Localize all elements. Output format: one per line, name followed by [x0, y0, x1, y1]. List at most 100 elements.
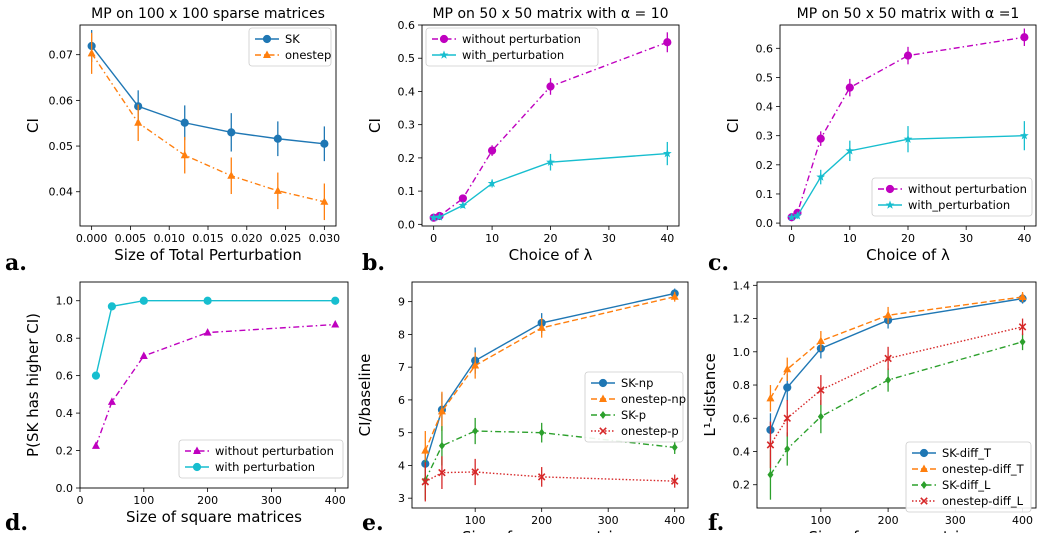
- data-point: [487, 146, 497, 155]
- x-tick-label: 0: [77, 494, 84, 507]
- data-point: [817, 412, 824, 421]
- y-tick-label: 0.0: [398, 218, 416, 231]
- x-axis-label: Choice of λ: [509, 246, 593, 264]
- data-point: [546, 157, 555, 166]
- data-point: [1019, 131, 1029, 140]
- legend-label: with_perturbation: [908, 198, 1010, 212]
- series-line: [433, 41, 668, 219]
- data-point: [884, 354, 892, 363]
- series-line: [91, 45, 325, 145]
- series-onestep-diff-t: [766, 291, 1027, 412]
- x-tick-label: 200: [878, 514, 899, 527]
- x-tick-label: 0: [788, 232, 795, 245]
- chart-d: 0 100 200 300 400 0.0 0.2 0.4 0.6 0.8 1.0 Size of s…: [5, 281, 349, 533]
- data-point: [421, 446, 430, 454]
- data-point: [107, 302, 117, 311]
- data-point: [766, 393, 775, 402]
- legend-marker: [263, 50, 271, 58]
- data-point: [816, 336, 825, 344]
- data-point: [783, 383, 792, 392]
- legend-label: with_perturbation: [462, 48, 564, 62]
- y-axis-label: CI: [724, 118, 742, 133]
- plot-frame: [421, 24, 680, 227]
- legend-label: SK-p: [621, 408, 646, 422]
- y-tick-label: 0.3: [398, 119, 416, 132]
- legend-marker: [920, 497, 928, 505]
- y-tick-label: 5: [398, 427, 405, 440]
- panel-label: e.: [362, 510, 384, 533]
- legend-marker: [885, 200, 895, 209]
- series-without-perturbation: [91, 320, 340, 449]
- y-tick-label: 1.0: [56, 295, 74, 308]
- y-tick-label: 0.3: [756, 130, 774, 143]
- data-point: [435, 212, 444, 221]
- x-tick-label: 0.000: [76, 232, 108, 245]
- x-tick-label: 400: [325, 494, 346, 507]
- legend-label: onestep-diff_L: [942, 494, 1024, 508]
- x-tick-label: 100: [810, 514, 831, 527]
- panel-label: f.: [708, 510, 724, 533]
- series-line: [791, 36, 1025, 218]
- legend-box: [871, 177, 1033, 217]
- data-point: [429, 213, 439, 222]
- series-line: [95, 300, 336, 376]
- data-point: [767, 470, 774, 479]
- y-axis-label: CI: [366, 118, 384, 133]
- plot-frame: [411, 281, 689, 509]
- chart-title: MP on 50 x 50 matrix with α = 10: [432, 6, 668, 22]
- data-point: [320, 139, 329, 148]
- legend-box: [178, 439, 344, 479]
- data-point: [793, 211, 802, 220]
- data-point: [203, 296, 212, 305]
- x-tick-label: 40: [660, 232, 674, 245]
- data-point: [537, 323, 546, 331]
- x-tick-label: 20: [544, 232, 558, 245]
- x-tick-label: 300: [945, 514, 966, 527]
- data-point: [816, 172, 826, 181]
- data-point: [670, 477, 679, 485]
- series-sk-diff-t: [766, 293, 1027, 447]
- y-tick-label: 0.07: [49, 49, 74, 62]
- data-point: [438, 441, 445, 450]
- x-axis-label: Choice of λ: [866, 246, 950, 264]
- legend: without perturbation with perturbation: [178, 439, 344, 479]
- y-tick-label: 1.0: [733, 346, 751, 359]
- data-point: [546, 82, 555, 91]
- data-point: [437, 406, 446, 415]
- data-point: [139, 351, 148, 359]
- data-point: [87, 48, 96, 57]
- x-tick-label: 300: [598, 514, 619, 527]
- legend-marker: [439, 34, 449, 44]
- series-line: [95, 323, 336, 447]
- data-point: [458, 200, 468, 210]
- x-tick-label: 0.025: [270, 232, 302, 245]
- panel-label: a.: [5, 250, 27, 276]
- x-axis-label: Size of square matrices: [462, 528, 638, 533]
- x-tick-label: 200: [197, 494, 218, 507]
- y-tick-label: 0.06: [49, 94, 74, 107]
- legend: SK-diff_T onestep-diff_T SK-diff_L onestep-…: [905, 441, 1032, 513]
- data-point: [134, 118, 143, 126]
- data-point: [817, 386, 825, 394]
- x-tick-label: 40: [1017, 232, 1031, 245]
- legend-marker: [600, 411, 606, 419]
- y-tick-label: 0.4: [733, 446, 751, 459]
- y-tick-label: 4: [398, 459, 405, 472]
- y-axis-label: P(SK has higher CI): [24, 313, 42, 457]
- panel-label: b.: [362, 250, 385, 276]
- data-point: [670, 292, 679, 300]
- y-tick-label: 0.05: [49, 140, 74, 153]
- series-line: [769, 296, 1023, 399]
- data-point: [538, 428, 545, 437]
- y-tick-label: 9: [398, 296, 405, 309]
- chart-title: MP on 50 x 50 matrix with α =1: [797, 6, 1020, 22]
- x-axis-label: Size of square matrices: [809, 528, 985, 533]
- series-line: [769, 326, 1023, 446]
- data-point: [783, 414, 792, 423]
- y-tick-label: 0.6: [733, 412, 751, 425]
- data-point: [662, 148, 672, 158]
- data-point: [766, 441, 775, 449]
- legend-label: onestep-np: [621, 392, 686, 406]
- y-tick-label: 0.6: [398, 19, 416, 32]
- x-tick-label: 10: [843, 232, 857, 245]
